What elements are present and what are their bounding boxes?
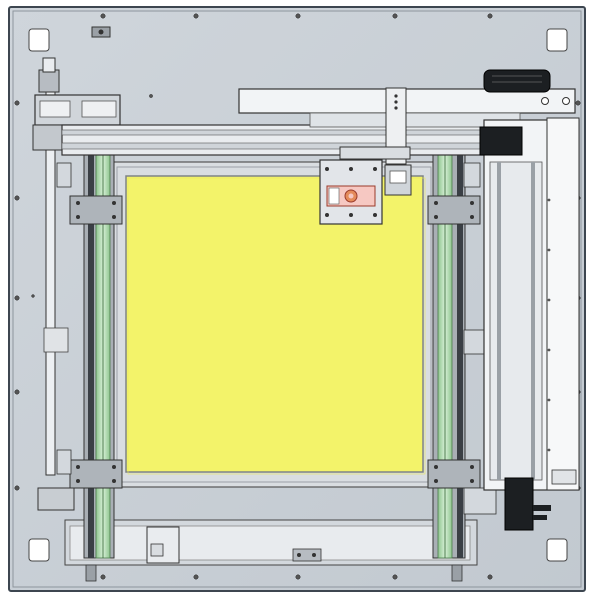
top-small-bracket (91, 26, 111, 38)
print-bed (125, 175, 426, 475)
rail-carriages (69, 195, 481, 489)
carriage-bolts-top (325, 167, 377, 217)
stepper-motor-top (479, 69, 551, 156)
x-gantry-beam (61, 124, 543, 156)
stepper-motor-bottom (504, 477, 551, 531)
top-cover-beam (238, 88, 576, 128)
column-holes (547, 198, 551, 452)
right-z-column (483, 117, 580, 491)
carriage-bolts (76, 201, 474, 483)
corner-cutouts (28, 28, 568, 562)
z-slide (385, 87, 407, 165)
lower-frame (64, 519, 478, 582)
rail-side-brackets (56, 162, 497, 515)
